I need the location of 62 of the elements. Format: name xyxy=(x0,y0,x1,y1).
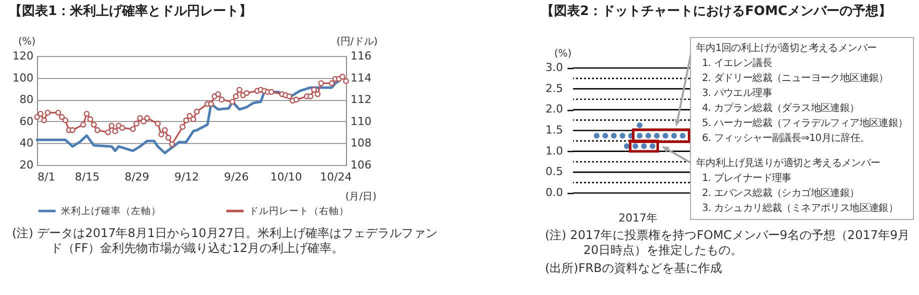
point xyxy=(680,132,686,139)
y2-tick-label: 110 xyxy=(350,114,372,128)
y2-tick-label: 114 xyxy=(350,71,372,84)
y-tick-label: 120 xyxy=(12,50,34,62)
y-tick-label: 80 xyxy=(20,93,34,106)
point xyxy=(632,143,638,149)
y-axis-title: (%) xyxy=(18,36,36,48)
text: (出所)FRBの資料などを基に作成 xyxy=(545,261,723,276)
y-tick-label: 100 xyxy=(12,71,34,84)
y-tick-label: 60 xyxy=(20,114,34,128)
annotation: 4. カプラン総裁（ダラス地区連銀） xyxy=(701,102,860,116)
x-tick-label: 8/15 xyxy=(74,170,100,184)
annotation: 1. イエレン議長 xyxy=(701,56,774,71)
y-tick-label: 3.0 xyxy=(546,61,563,74)
x-tick-label: 8/1 xyxy=(38,170,56,184)
y-tick-label: 2.0 xyxy=(546,102,563,116)
x-tick-label: 10/10 xyxy=(270,170,302,184)
annotation: 1. ブレイナード理事 xyxy=(701,172,792,186)
annotation: 6. フィッシャー副議長⇒10月に辞任。 xyxy=(701,132,871,146)
chart-title: 【図表1：米利上げ確率とドル円レート】 xyxy=(9,3,252,19)
annotation: 2. エバンス総裁（シカゴ地区連銀） xyxy=(701,186,860,201)
point xyxy=(662,132,668,139)
y-tick-label: 0.0 xyxy=(546,186,563,199)
point xyxy=(602,132,608,139)
y2-axis-title: (円/ドル) xyxy=(336,36,378,48)
x-tick-label: 8/29 xyxy=(124,170,150,184)
y-tick-label: 40 xyxy=(20,136,34,150)
y2-tick-label: 112 xyxy=(350,93,372,106)
point xyxy=(636,132,642,139)
point xyxy=(636,122,642,128)
point xyxy=(645,132,652,139)
y-axis-title: (%) xyxy=(554,48,572,60)
x-axis-title: 2017年 xyxy=(618,212,658,224)
annotation: 2. ダドリー総裁（ニューヨーク地区連銀） xyxy=(701,72,890,86)
y-tick-label: 20 xyxy=(20,158,34,172)
text: (注) 2017年に投票権を持つFOMCメンバー9名の予想（2017年9月20日時点）を推定したもの。 xyxy=(545,228,911,258)
y-tick-label: 1.5 xyxy=(546,124,563,136)
y-tick-label: 0.5 xyxy=(546,165,563,178)
y-tick-label: 2.5 xyxy=(546,82,563,95)
y-tick-label: 1.0 xyxy=(546,144,563,158)
point xyxy=(620,132,626,139)
text: (注) データは2017年8月1日から10月27日。米利上げ確率はフェデラルファンド（FF）金利先物市場が織り込む12月の利上げ確率。 xyxy=(12,226,439,256)
point xyxy=(671,132,677,139)
x-axis-title: (月/日) xyxy=(345,192,377,202)
legend-label: ドル円レート（右軸） xyxy=(249,205,349,217)
text: 年内1回の利上げが適切と考えるメンバー xyxy=(696,43,877,54)
annotation: 年内利上げ見送りが適切と考えるメンバー xyxy=(696,158,880,169)
y2-tick-label: 106 xyxy=(350,158,372,172)
annotation: 5. ハーカー総裁（フィラデルフィア地区連銀） xyxy=(701,116,908,131)
legend-label: 米利上げ確率（左軸） xyxy=(61,205,161,217)
y2-tick-label: 108 xyxy=(350,136,372,150)
point xyxy=(654,132,660,139)
point xyxy=(611,132,617,139)
text: 3. カシュカリ総裁（ミネアポリス地区連銀） xyxy=(701,202,900,216)
x-tick-label: 9/12 xyxy=(174,170,200,184)
chart-title: 【図表2：ドットチャートにおけるFOMCメンバーの予想】 xyxy=(541,3,892,19)
point xyxy=(594,132,600,139)
point xyxy=(650,143,656,149)
x-tick-label: 9/26 xyxy=(224,170,249,184)
y2-tick-label: 116 xyxy=(350,50,372,62)
x-tick-label: 10/24 xyxy=(320,170,352,184)
annotation: 3. パウエル理事 xyxy=(701,86,774,101)
